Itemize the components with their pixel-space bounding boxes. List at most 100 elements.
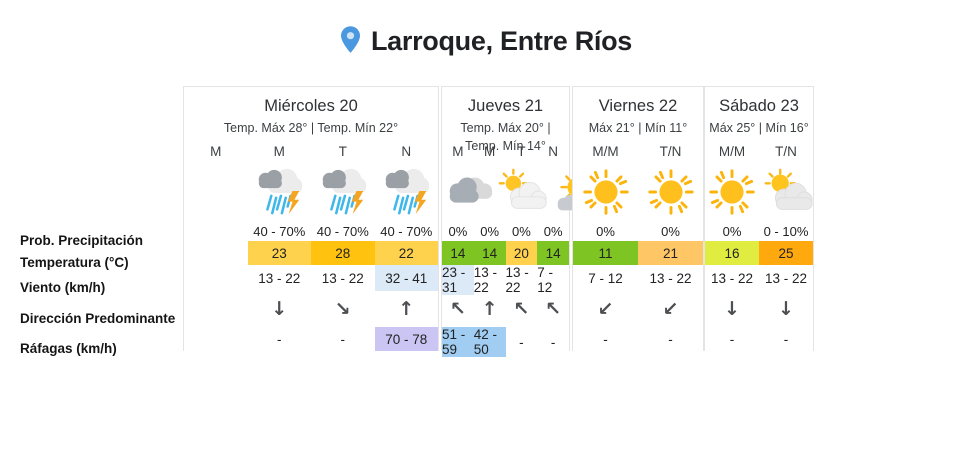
wind-value: 13 - 22 [649, 270, 692, 286]
forecast-table: Prob. Precipitación Temperatura (°C) Vie… [0, 86, 973, 357]
period-label: T [517, 143, 526, 159]
temp-value: 23 [247, 241, 311, 265]
day-temp-summary: Temp. Máx 20° | Temp. Mín 14° [460, 121, 551, 153]
wind-value: 23 - 31 [442, 265, 474, 295]
wind-value: 7 - 12 [537, 265, 554, 295]
row-label-gusts: Ráfagas (km/h) [20, 340, 117, 356]
day-group: Sábado 23 Máx 25° | Mín 16° M/M T/N 0% 0 - 10… [704, 86, 814, 351]
wind-direction-arrow-none [184, 291, 248, 327]
weather-icons-row [573, 163, 703, 221]
precip-value: 40 - 70% [253, 223, 306, 239]
weather-icons-row [705, 163, 813, 221]
wind-value: 13 - 22 [710, 270, 754, 286]
day-name: Sábado 23 [719, 97, 799, 115]
weather-icons-row [184, 163, 438, 221]
period-label: T/N [775, 143, 797, 159]
row-label-temperature: Temperatura (°C) [20, 254, 129, 270]
gusts-value: 51 - 59 [442, 327, 474, 357]
precip-value [184, 221, 248, 241]
row-label-wind: Viento (km/h) [20, 279, 106, 295]
location-pin-icon [340, 26, 360, 58]
page-title: Larroque, Entre Ríos [370, 25, 633, 56]
temp-value: 14 [473, 241, 506, 265]
period-label: M/M [718, 143, 746, 159]
precip-value: 40 - 70% [316, 223, 369, 239]
wind-row: 13 - 22 13 - 22 32 - 41 [184, 265, 438, 291]
gusts-value: 42 - 50 [473, 327, 506, 357]
day-temp-summary: Máx 25° | Mín 16° [709, 121, 809, 135]
wind-value: 7 - 12 [588, 270, 623, 286]
gusts-value: - [783, 331, 789, 347]
row-labels-column: Prob. Precipitación Temperatura (°C) Vie… [0, 96, 183, 360]
precip-value: 40 - 70% [380, 223, 433, 239]
weather-icon-storm [375, 163, 439, 221]
day-name: Viernes 22 [598, 97, 678, 115]
day-group: Jueves 21 Temp. Máx 20° | Temp. Mín 14° M M… [441, 86, 656, 357]
temp-value: 11 [573, 241, 638, 265]
gusts-value: - [277, 331, 282, 347]
wind-value: 13 - 22 [764, 270, 808, 286]
gusts-value: 70 - 78 [374, 327, 438, 351]
precipitation-row: 0% 0% 0% 0% [442, 221, 569, 241]
temp-value: 22 [374, 241, 438, 265]
gusts-row: 51 - 59 42 - 50- - [442, 327, 569, 357]
period-letters-row: M/M T/N [573, 139, 703, 163]
wind-direction-arrow-down-right: ↘ [334, 298, 351, 320]
row-label-precipitation: Prob. Precipitación [20, 232, 144, 248]
gusts-value [184, 327, 248, 351]
weather-icons-row [442, 163, 656, 221]
gusts-row: -- [573, 327, 703, 351]
direction-row: ↓ ↘ ↑ [184, 291, 438, 327]
period-letters-row: M/M T/N [705, 139, 813, 163]
period-label: T [338, 143, 347, 159]
period-label: N [548, 143, 558, 159]
weather-icon-storm [248, 163, 312, 221]
row-label-direction: Dirección Predominante [20, 310, 176, 326]
day-temp-summary: Temp. Máx 28° | Temp. Mín 22° [223, 121, 399, 135]
period-label: M [210, 143, 222, 159]
wind-direction-arrow-down: ↓ [271, 298, 288, 320]
day-name: Miércoles 20 [264, 97, 358, 115]
wind-direction-arrow-up: ↑ [481, 298, 498, 320]
empty-icon-slot [184, 163, 248, 221]
period-label: M [484, 143, 496, 159]
temp-value [184, 241, 248, 265]
day-temp-summary: Máx 21° | Mín 11° [588, 121, 688, 135]
wind-direction-arrow-up: ↑ [398, 298, 415, 320]
temperature-row: 14 14 20 14 [442, 241, 569, 265]
labels-spacer [20, 96, 183, 230]
wind-value [184, 265, 248, 291]
weather-icon-storm [311, 163, 375, 221]
weather-icon-cloudy [442, 163, 496, 221]
precip-value: 0% [596, 223, 615, 239]
period-label: M [452, 143, 464, 159]
weather-icon-sunny [573, 163, 638, 221]
weather-icon-sun-behind-cloud [759, 163, 813, 221]
day-group: Miércoles 20 Temp. Máx 28° | Temp. Mín 22… [183, 86, 439, 351]
gusts-value: - [729, 331, 735, 347]
period-label: T/N [659, 143, 682, 159]
precip-value: 0 - 10% [763, 223, 809, 239]
gusts-row: - - 70 - 78 [184, 327, 438, 351]
precip-value: 0% [543, 223, 563, 239]
direction-row: ↙ ↙ [573, 291, 703, 327]
wind-direction-arrow-up-left: ↖ [449, 298, 466, 320]
precip-value: 0% [448, 223, 468, 239]
location-header: Larroque, Entre Ríos [0, 0, 973, 58]
direction-row: ↓ ↓ [705, 291, 813, 327]
weather-icon-partly-cloudy [496, 163, 550, 221]
precipitation-row: 0% 0 - 10% [705, 221, 813, 241]
direction-row: ↖ ↑ ↖ ↖ [442, 291, 569, 327]
temperature-row: 23 28 22 [184, 241, 438, 265]
wind-value: 13 - 22 [258, 270, 301, 286]
weather-icon-sunny [638, 163, 703, 221]
precip-value: 0% [511, 223, 531, 239]
precipitation-row: 40 - 70% 40 - 70% 40 - 70% [184, 221, 438, 241]
precip-value: 0% [661, 223, 680, 239]
wind-direction-arrow-down-left: ↙ [597, 298, 614, 320]
period-label: M [273, 143, 285, 159]
wind-direction-arrow-up-left: ↖ [513, 298, 530, 320]
wind-direction-arrow-down: ↓ [724, 298, 740, 320]
